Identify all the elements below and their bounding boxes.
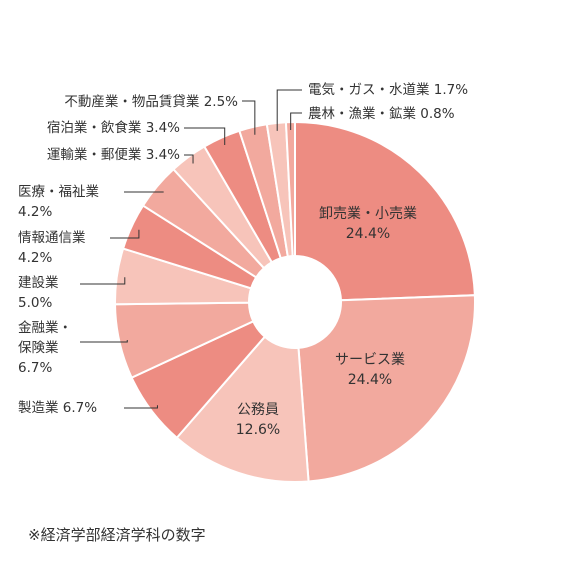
value-label: 3.4% <box>145 120 180 136</box>
category-label: 金融業・保険業 <box>18 320 72 356</box>
value-label: 24.4% <box>346 226 390 242</box>
leader-line <box>80 277 126 285</box>
slice-label: サービス業 <box>335 352 405 368</box>
leader-line <box>124 405 158 409</box>
category-label: 不動産業・物品賃貸業 <box>64 94 200 110</box>
category-label: 医療・福祉業 <box>18 184 99 200</box>
category-label: 宿泊業・飲食業 <box>46 120 142 136</box>
value-label: 12.6% <box>236 422 280 438</box>
leader-line <box>276 89 302 131</box>
leader-line <box>110 229 140 239</box>
value-label: 3.4% <box>145 147 180 163</box>
leader-line <box>290 112 302 131</box>
value-label: 0.8% <box>420 106 455 122</box>
category-label: 電気・ガス・水道業 <box>308 82 430 98</box>
leader-line <box>184 127 226 146</box>
slice <box>284 120 296 258</box>
slice-label: 卸売業・小売業 <box>319 206 417 222</box>
slice-label: 情報通信業 4.2% <box>18 228 86 268</box>
slice-label: 製造業 6.7% <box>18 398 97 418</box>
slice <box>175 335 310 483</box>
value-label: 4.2% <box>18 204 53 220</box>
value-label: 5.0% <box>18 295 53 311</box>
slice-label: 医療・福祉業 4.2% <box>18 182 99 222</box>
value-label: 4.2% <box>18 250 53 266</box>
slice-label: 建設業 5.0% <box>18 273 59 313</box>
slice <box>297 294 476 483</box>
category-label: 情報通信業 <box>18 230 86 246</box>
value-label: 1.7% <box>433 82 469 98</box>
footnote: ※経済学部経済学科の数字 <box>28 526 206 544</box>
leader-line <box>242 100 256 135</box>
category-label: 建設業 <box>18 275 59 291</box>
category-label: 運輸業・郵便業 <box>46 147 142 163</box>
slice-label: 金融業・保険業 6.7% <box>18 318 80 378</box>
slice-label: 農林・漁業・鉱業 0.8% <box>308 104 455 124</box>
slice-label: 運輸業・郵便業 3.4% <box>47 145 180 165</box>
slice <box>294 120 476 302</box>
slice-label: 宿泊業・飲食業 3.4% <box>47 118 180 138</box>
value-label: 2.5% <box>203 94 238 110</box>
value-label: 24.4% <box>348 372 392 388</box>
slice-label: 電気・ガス・水道業 1.7% <box>308 80 468 100</box>
slice-label: 公務員 <box>237 402 279 418</box>
slice-label: 不動産業・物品賃貸業 2.5% <box>64 92 238 112</box>
category-label: 農林・漁業・鉱業 <box>308 106 416 122</box>
value-label: 6.7% <box>62 400 98 416</box>
value-label: 6.7% <box>18 360 53 376</box>
leader-line <box>184 154 194 164</box>
leader-line <box>80 340 128 343</box>
category-label: 製造業 <box>18 400 59 416</box>
